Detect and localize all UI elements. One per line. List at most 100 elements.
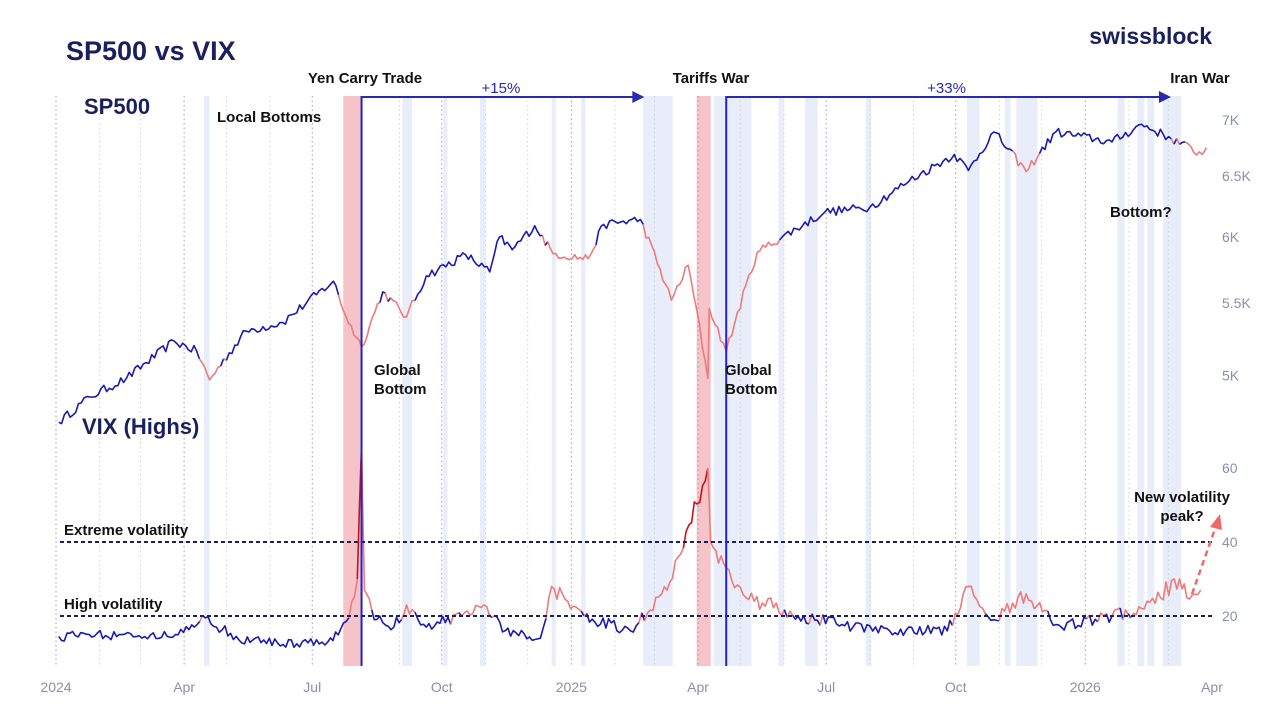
x-tick-3: Oct — [431, 679, 453, 695]
sp500-line-segment-11 — [541, 235, 546, 246]
sp500-line-segment-6 — [379, 291, 386, 303]
vix-line-segment-23 — [707, 467, 786, 617]
sp500-line-segment-13 — [547, 241, 597, 261]
vix-line-segment-34 — [1047, 610, 1087, 631]
shaded-period-11 — [967, 96, 980, 666]
vix-line-segment-7 — [400, 604, 416, 621]
sp500-line-segment-14 — [595, 216, 644, 246]
sp500-line-segment-21 — [1176, 138, 1181, 145]
sp500-line-segment-2 — [219, 358, 225, 367]
vix-line-segment-5 — [360, 446, 373, 611]
x-tick-8: 2026 — [1070, 679, 1101, 695]
volatility-peak-arrow-head — [1210, 514, 1222, 530]
sp500-line-segment-19 — [1170, 138, 1175, 145]
sp500-y-tick-3: 6.5K — [1222, 168, 1251, 184]
move-arrow-2-head — [1158, 91, 1171, 103]
sp500-panel-label: SP500 — [84, 94, 150, 119]
vix-line-segment-18 — [585, 613, 640, 634]
sp500-y-tick-0: 5K — [1222, 367, 1240, 383]
local-bottoms-label: Local Bottoms — [217, 109, 321, 126]
x-tick-6: Jul — [817, 679, 835, 695]
x-tick-2: Jul — [303, 679, 321, 695]
sp500-y-tick-4: 7K — [1222, 112, 1240, 128]
vix-line-segment-14 — [494, 614, 547, 642]
sp500-line-segment-0 — [58, 339, 201, 425]
vix-line-segment-31 — [951, 585, 987, 626]
vix-line-segment-21 — [643, 547, 685, 622]
shaded-period-3 — [479, 96, 486, 666]
sp500-line-segment-20 — [1173, 138, 1178, 145]
vix-line-segment-11 — [460, 604, 491, 617]
shaded-period-12 — [1005, 96, 1011, 666]
shaded-period-13 — [1016, 96, 1038, 666]
vix-line-segment-38 — [1105, 613, 1113, 624]
vix-y-tick-1: 40 — [1222, 534, 1238, 550]
vix-line-segment-24 — [783, 609, 788, 618]
vix-line-segment-30 — [822, 614, 954, 637]
x-tick-9: Apr — [1201, 679, 1223, 695]
sp500-line-segment-7 — [384, 292, 389, 302]
vix-line-segment-15 — [545, 585, 582, 619]
vix-line-segment-28 — [811, 613, 821, 626]
shaded-period-17 — [1162, 96, 1182, 666]
vix-y-tick-2: 60 — [1222, 460, 1238, 476]
stress-period-1 — [696, 96, 711, 666]
iran-war-label: Iran War — [1170, 70, 1230, 87]
brand-logo: swissblock — [1089, 23, 1212, 49]
new-volatility-peak-line1: New volatility — [1134, 489, 1231, 506]
x-tick-0: 2024 — [40, 679, 71, 695]
volatility-peak-arrow-line — [1190, 525, 1218, 595]
new-volatility-peak-line2: peak? — [1160, 508, 1203, 525]
vix-line-segment-26 — [792, 614, 810, 625]
global-bottom-markers — [360, 96, 728, 666]
x-tick-4: 2025 — [556, 679, 587, 695]
shaded-period-6 — [643, 96, 673, 666]
sp500-line-segment-16 — [779, 131, 1014, 241]
shaded-period-4 — [551, 96, 556, 666]
shaded-period-5 — [581, 96, 586, 666]
shaded-period-14 — [1117, 96, 1125, 666]
vix-panel-label: VIX (Highs) — [82, 414, 199, 439]
vix-line-segment-8 — [414, 611, 452, 630]
yen-carry-trade-label: Yen Carry Trade — [308, 70, 422, 87]
shaded-periods — [203, 96, 1182, 666]
shaded-period-1 — [402, 96, 413, 666]
sp500-line-segment-23 — [1184, 141, 1208, 156]
volatility-thresholds — [60, 541, 1212, 617]
vix-line-segment-41 — [1122, 609, 1129, 620]
chart-title: SP500 vs VIX — [66, 36, 236, 66]
sp500-line-segment-9 — [389, 297, 415, 319]
global-bottom-1-line2: Bottom — [374, 381, 427, 398]
shaded-period-9 — [805, 96, 818, 666]
global-bottom-2-line2: Bottom — [725, 381, 778, 398]
vix-line-segment-19 — [638, 612, 643, 623]
vix-line-segment-22 — [682, 467, 709, 549]
volatility-peak-arrow — [1190, 514, 1222, 595]
x-tick-7: Oct — [945, 679, 967, 695]
vix-y-tick-0: 20 — [1222, 608, 1238, 624]
vix-line-segment-40 — [1119, 607, 1124, 620]
shaded-period-8 — [778, 96, 784, 666]
vix-line-segment-0 — [58, 620, 201, 642]
vix-line-segment-6 — [371, 609, 403, 631]
vix-line-segment-37 — [1097, 612, 1107, 622]
sp500-line-segment-18 — [1038, 123, 1172, 154]
tariffs-war-label: Tariffs War — [673, 70, 750, 87]
sp500-line-segment-1 — [198, 358, 222, 381]
sp500-y-tick-2: 6K — [1222, 229, 1240, 245]
shaded-period-7 — [713, 96, 752, 666]
shaded-period-2 — [443, 96, 448, 666]
move-arrow-2-label: +33% — [927, 80, 966, 97]
shaded-period-15 — [1137, 96, 1145, 666]
sp500-line-segment-10 — [414, 224, 543, 301]
series-lines — [58, 123, 1208, 649]
sp500-line-segment-4 — [225, 280, 340, 361]
sp500-line-segment-5 — [337, 294, 381, 348]
move-arrow-1-label: +15% — [482, 80, 521, 97]
vix-line-segment-29 — [819, 614, 824, 626]
vix-line-segment-33 — [998, 591, 1049, 622]
sp500-y-tick-1: 5.5K — [1222, 295, 1251, 311]
vix-line-segment-16 — [580, 610, 585, 617]
